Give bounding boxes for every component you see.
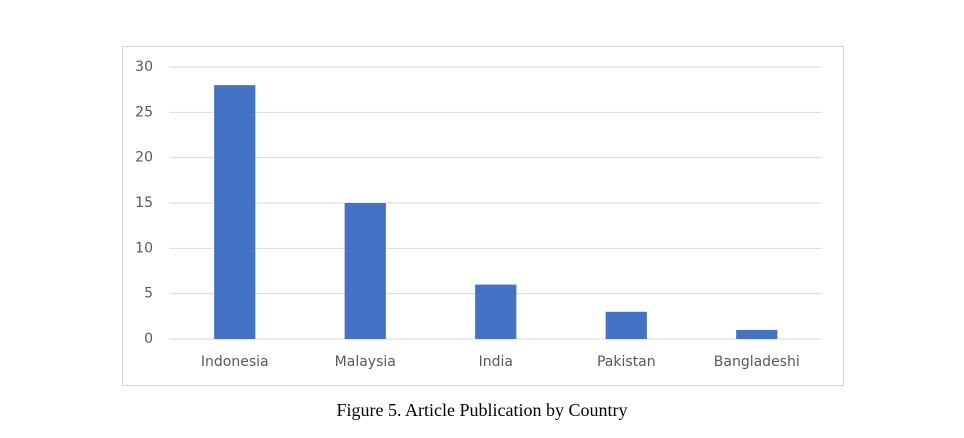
bar: [344, 203, 386, 339]
x-tick-label: Bangladeshi: [714, 354, 800, 370]
chart-title: Figure 5. Article Publication by Country: [337, 400, 628, 420]
x-tick-label: Pakistan: [597, 354, 656, 370]
bar: [736, 329, 778, 339]
y-tick-label: 10: [135, 240, 153, 256]
bar: [214, 85, 256, 339]
y-tick-label: 25: [135, 104, 153, 120]
bar: [605, 311, 647, 339]
x-tick-label: Malaysia: [335, 354, 396, 370]
y-tick-label: 0: [144, 331, 153, 347]
bar: [475, 284, 517, 339]
y-tick-label: 5: [144, 286, 153, 302]
x-tick-label: India: [479, 354, 513, 370]
x-tick-label: Indonesia: [201, 354, 269, 370]
y-tick-label: 20: [135, 150, 153, 166]
y-tick-label: 30: [135, 59, 153, 75]
y-tick-label: 15: [135, 195, 153, 211]
